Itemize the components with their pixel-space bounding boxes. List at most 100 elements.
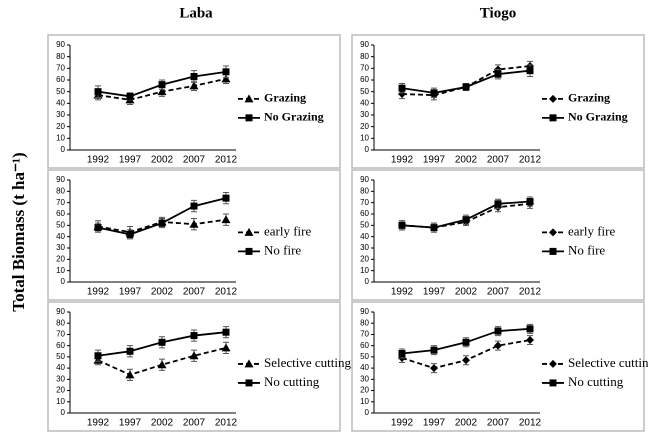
x-tick-label: 2002 xyxy=(151,287,174,298)
y-tick-label: 40 xyxy=(360,232,369,241)
point xyxy=(526,198,534,206)
point xyxy=(158,81,166,89)
x-tick-label: 1997 xyxy=(119,418,142,429)
point xyxy=(549,379,557,387)
y-tick-label: 10 xyxy=(56,266,65,275)
y-tick-label: 20 xyxy=(360,386,369,395)
point xyxy=(526,67,534,75)
y-tick-label: 30 xyxy=(56,374,65,383)
y-tick-label: 10 xyxy=(56,133,65,142)
y-tick-label: 0 xyxy=(61,277,66,286)
x-tick-label: 1997 xyxy=(119,287,142,298)
legend-label: early fire xyxy=(568,223,616,238)
y-tick-label: 0 xyxy=(61,145,66,154)
y-tick-label: 50 xyxy=(360,220,369,229)
point xyxy=(244,359,254,368)
y-tick-label: 50 xyxy=(360,352,369,361)
point xyxy=(462,83,470,91)
y-tick-label: 0 xyxy=(365,408,370,417)
legend-label: Grazing xyxy=(568,91,610,105)
legend-label: No Grazing xyxy=(264,110,324,124)
y-tick-label: 40 xyxy=(56,363,65,372)
y-tick-label: 80 xyxy=(360,52,369,61)
point xyxy=(245,247,253,255)
panel: 0 10 20 30 40 50 60 70 80 90 1992 1997 2002 2007 2012 e… xyxy=(47,169,341,301)
panel: 0 10 20 30 40 50 60 70 80 90 1992 1997 2002 2007 2012 G… xyxy=(47,34,341,169)
point xyxy=(222,68,230,76)
point xyxy=(221,343,231,352)
panel: 0 10 20 30 40 50 60 70 80 90 1992 1997 2002 2007 2012 S… xyxy=(47,301,352,432)
point xyxy=(244,227,254,236)
point xyxy=(157,87,167,96)
point xyxy=(398,350,406,358)
legend-label: No cutting xyxy=(568,374,624,389)
panel: 0 10 20 30 40 50 60 70 80 90 1992 1997 2002 2007 2012 G… xyxy=(351,34,645,169)
point xyxy=(462,216,470,224)
y-tick-label: 70 xyxy=(360,330,369,339)
point xyxy=(189,219,199,228)
y-tick-label: 20 xyxy=(56,254,65,263)
point xyxy=(430,364,438,373)
y-tick-label: 10 xyxy=(360,397,369,406)
point xyxy=(245,114,253,122)
point xyxy=(158,338,166,346)
point xyxy=(190,202,198,210)
y-tick-label: 60 xyxy=(360,209,369,218)
x-tick-label: 2002 xyxy=(455,155,478,166)
point xyxy=(245,379,253,387)
y-tick-label: 70 xyxy=(56,198,65,207)
point xyxy=(94,88,102,96)
y-tick-label: 90 xyxy=(56,175,65,184)
x-tick-label: 1997 xyxy=(119,155,142,166)
column-title: Tiogo xyxy=(480,5,516,21)
point xyxy=(494,200,502,208)
x-tick-label: 2002 xyxy=(151,155,174,166)
point xyxy=(398,221,406,229)
y-tick-label: 10 xyxy=(360,266,369,275)
y-tick-label: 60 xyxy=(360,341,369,350)
point xyxy=(494,341,502,350)
y-tick-label: 30 xyxy=(360,374,369,383)
panel: 0 10 20 30 40 50 60 70 80 90 1992 1997 2002 2007 2012 S… xyxy=(351,301,648,432)
y-tick-label: 20 xyxy=(360,254,369,263)
x-tick-label: 1997 xyxy=(423,287,446,298)
point xyxy=(398,84,406,92)
legend-label: Selective cutting xyxy=(264,355,352,370)
point xyxy=(549,114,557,122)
panel-border xyxy=(47,34,341,169)
y-tick-label: 90 xyxy=(360,175,369,184)
point xyxy=(221,215,231,224)
x-tick-label: 2012 xyxy=(215,155,238,166)
y-tick-label: 50 xyxy=(56,352,65,361)
panel-border xyxy=(351,34,645,169)
point xyxy=(189,81,199,90)
point xyxy=(462,338,470,346)
y-tick-label: 60 xyxy=(56,209,65,218)
legend-label: No cutting xyxy=(264,374,320,389)
x-tick-label: 1997 xyxy=(423,418,446,429)
y-tick-label: 50 xyxy=(56,87,65,96)
x-tick-label: 2007 xyxy=(487,418,510,429)
y-tick-label: 70 xyxy=(56,330,65,339)
panel: 0 10 20 30 40 50 60 70 80 90 1992 1997 2002 2007 2012 e… xyxy=(351,169,645,301)
y-tick-label: 30 xyxy=(56,243,65,252)
y-tick-label: 90 xyxy=(56,40,65,49)
y-tick-label: 80 xyxy=(360,186,369,195)
column-title: Laba xyxy=(179,5,213,21)
y-tick-label: 50 xyxy=(56,220,65,229)
point xyxy=(190,332,198,340)
point xyxy=(549,359,557,368)
point xyxy=(398,90,406,98)
y-tick-label: 30 xyxy=(360,110,369,119)
y-tick-label: 80 xyxy=(56,318,65,327)
x-tick-label: 1992 xyxy=(391,287,414,298)
x-tick-label: 2007 xyxy=(487,287,510,298)
y-tick-label: 80 xyxy=(360,318,369,327)
y-tick-label: 10 xyxy=(360,133,369,142)
point xyxy=(190,73,198,80)
point xyxy=(94,224,102,232)
legend-label: No fire xyxy=(568,242,605,257)
y-tick-label: 90 xyxy=(56,307,65,316)
x-tick-label: 2002 xyxy=(455,418,478,429)
